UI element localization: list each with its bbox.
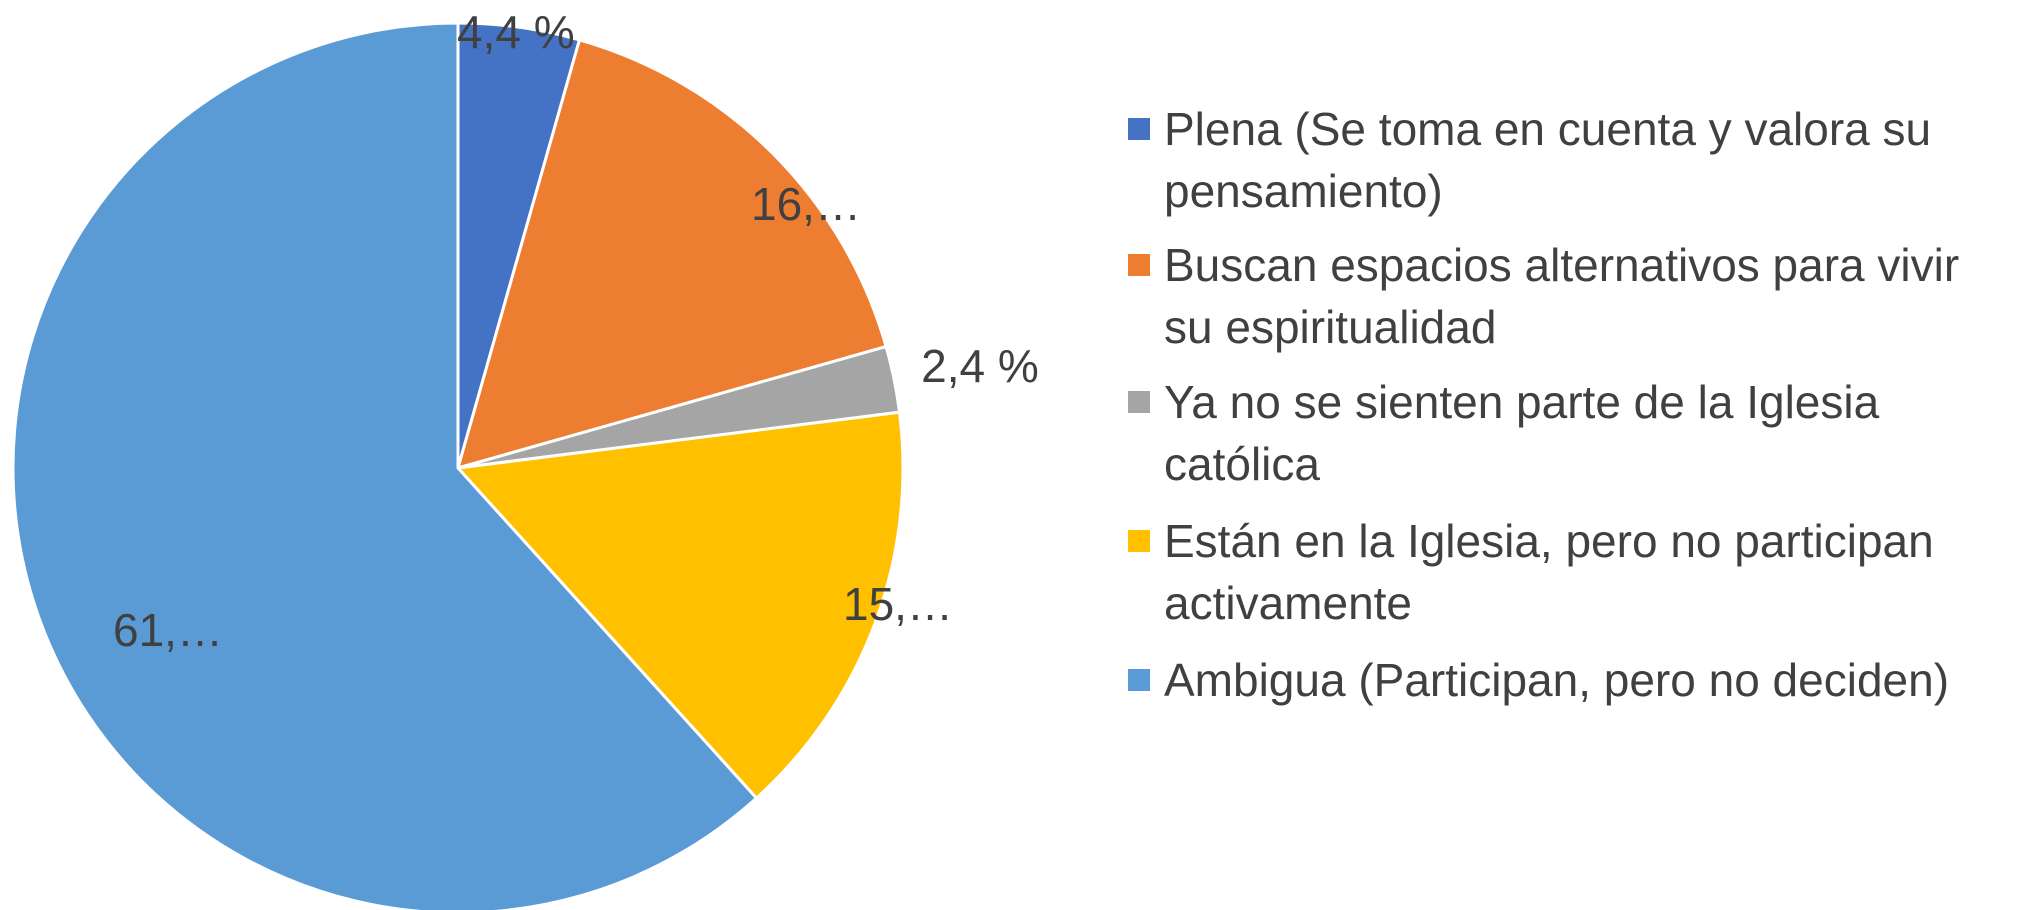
legend-item: Ya no se sienten parte de la Iglesia cat… bbox=[1128, 371, 2008, 495]
legend-label: Ya no se sienten parte de la Iglesia cat… bbox=[1164, 376, 1880, 490]
legend-swatch bbox=[1128, 118, 1150, 140]
data-label: 4,4 % bbox=[457, 6, 575, 58]
legend-label: Ambigua (Participan, pero no deciden) bbox=[1164, 654, 1950, 706]
legend-item: Están en la Iglesia, pero no participan … bbox=[1128, 510, 2008, 634]
legend-swatch bbox=[1128, 391, 1150, 413]
legend-label: Plena (Se toma en cuenta y valora su pen… bbox=[1164, 103, 1932, 217]
legend-label: Buscan espacios alternativos para vivir … bbox=[1164, 239, 1960, 353]
pie-slice bbox=[455, 38, 888, 471]
data-label: 15,… bbox=[843, 578, 953, 630]
pie-slice bbox=[454, 410, 905, 801]
data-label: 61,… bbox=[113, 604, 223, 656]
legend-swatch bbox=[1128, 669, 1150, 691]
legend-label: Están en la Iglesia, pero no participan … bbox=[1164, 515, 1934, 629]
legend-item: Plena (Se toma en cuenta y valora su pen… bbox=[1128, 98, 2008, 222]
legend-swatch bbox=[1128, 530, 1150, 552]
data-label: 16,… bbox=[751, 178, 861, 230]
pie-slice bbox=[11, 21, 759, 910]
legend-item: Buscan espacios alternativos para vivir … bbox=[1128, 234, 2008, 358]
legend-swatch bbox=[1128, 254, 1150, 276]
legend-item: Ambigua (Participan, pero no deciden) bbox=[1128, 649, 2008, 711]
data-label: 2,4 % bbox=[921, 340, 1039, 392]
